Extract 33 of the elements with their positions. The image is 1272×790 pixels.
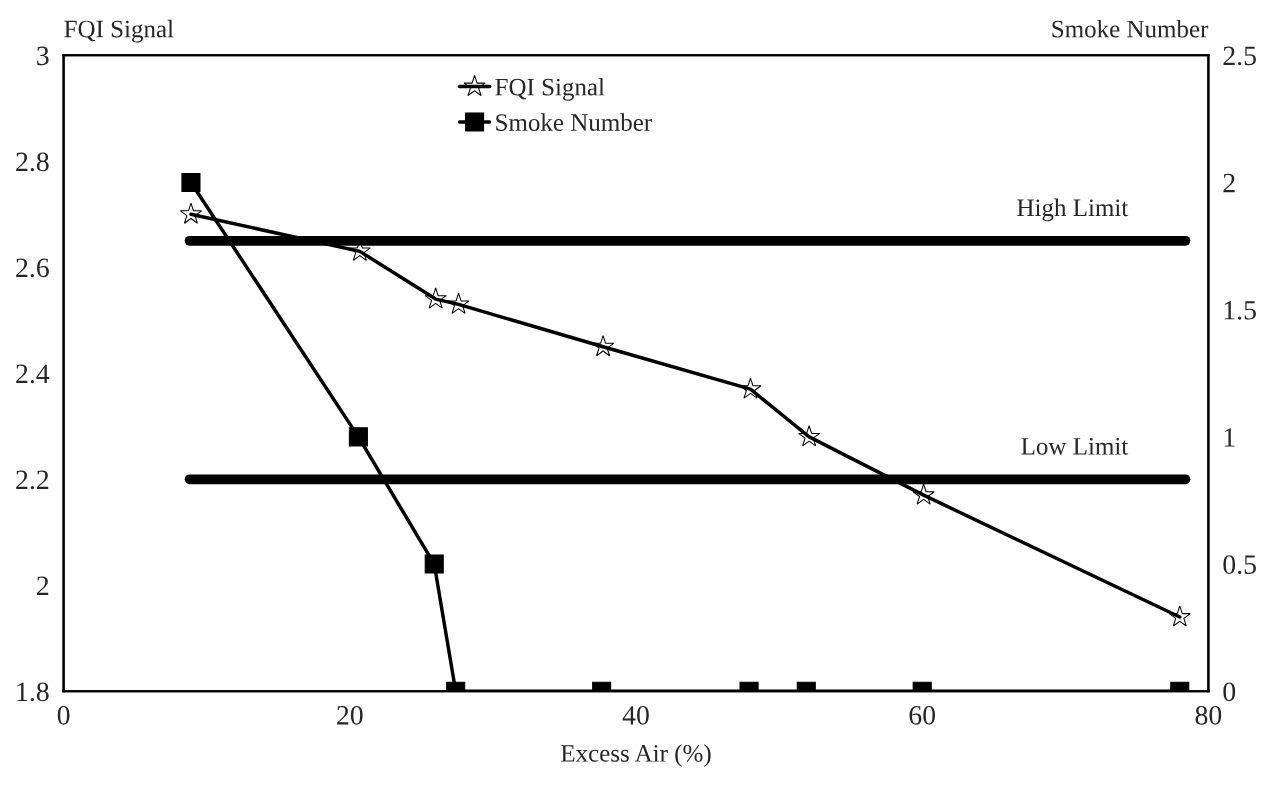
y-tick-label: 2.8 — [16, 152, 49, 172]
y2-tick-label: 0 — [1223, 682, 1236, 702]
y-tick-label: 2.6 — [16, 258, 49, 278]
ref-line-label: Low Limit — [1021, 437, 1129, 455]
y2-tick-label: 0.5 — [1223, 555, 1256, 575]
point — [912, 483, 935, 505]
y2-tick-label: 2.5 — [1223, 46, 1256, 66]
y2-axis-title: Smoke Number — [1052, 19, 1209, 38]
y2-tick-label: 2 — [1223, 173, 1235, 193]
point — [447, 292, 470, 314]
ref-line-label: High Limit — [1017, 198, 1129, 222]
x-axis-title: Excess Air (%) — [561, 744, 711, 767]
point — [592, 335, 615, 357]
point — [739, 377, 762, 399]
point — [179, 202, 203, 224]
x-tick-label: 60 — [909, 705, 936, 725]
x-tick-label: 40 — [622, 705, 649, 725]
y2-tick-label: 1.5 — [1224, 300, 1256, 320]
x-tick-label: 0 — [57, 705, 70, 725]
legend-label: FQI Signal — [495, 77, 605, 101]
point — [1168, 605, 1191, 627]
y-tick-label: 1.8 — [17, 682, 49, 702]
point — [424, 287, 447, 309]
y2-tick-label: 1 — [1224, 428, 1235, 447]
y-tick-label: 2 — [37, 576, 49, 595]
y-tick-label: 2.4 — [16, 364, 50, 384]
legend-label: Smoke Number — [496, 113, 652, 131]
y-axis-title: FQI Signal — [64, 19, 174, 43]
x-tick-label: 80 — [1195, 705, 1222, 725]
y-tick-label: 2.2 — [16, 470, 49, 490]
y-tick-label: 3 — [37, 46, 49, 66]
point — [798, 425, 821, 447]
x-tick-label: 20 — [337, 705, 363, 725]
